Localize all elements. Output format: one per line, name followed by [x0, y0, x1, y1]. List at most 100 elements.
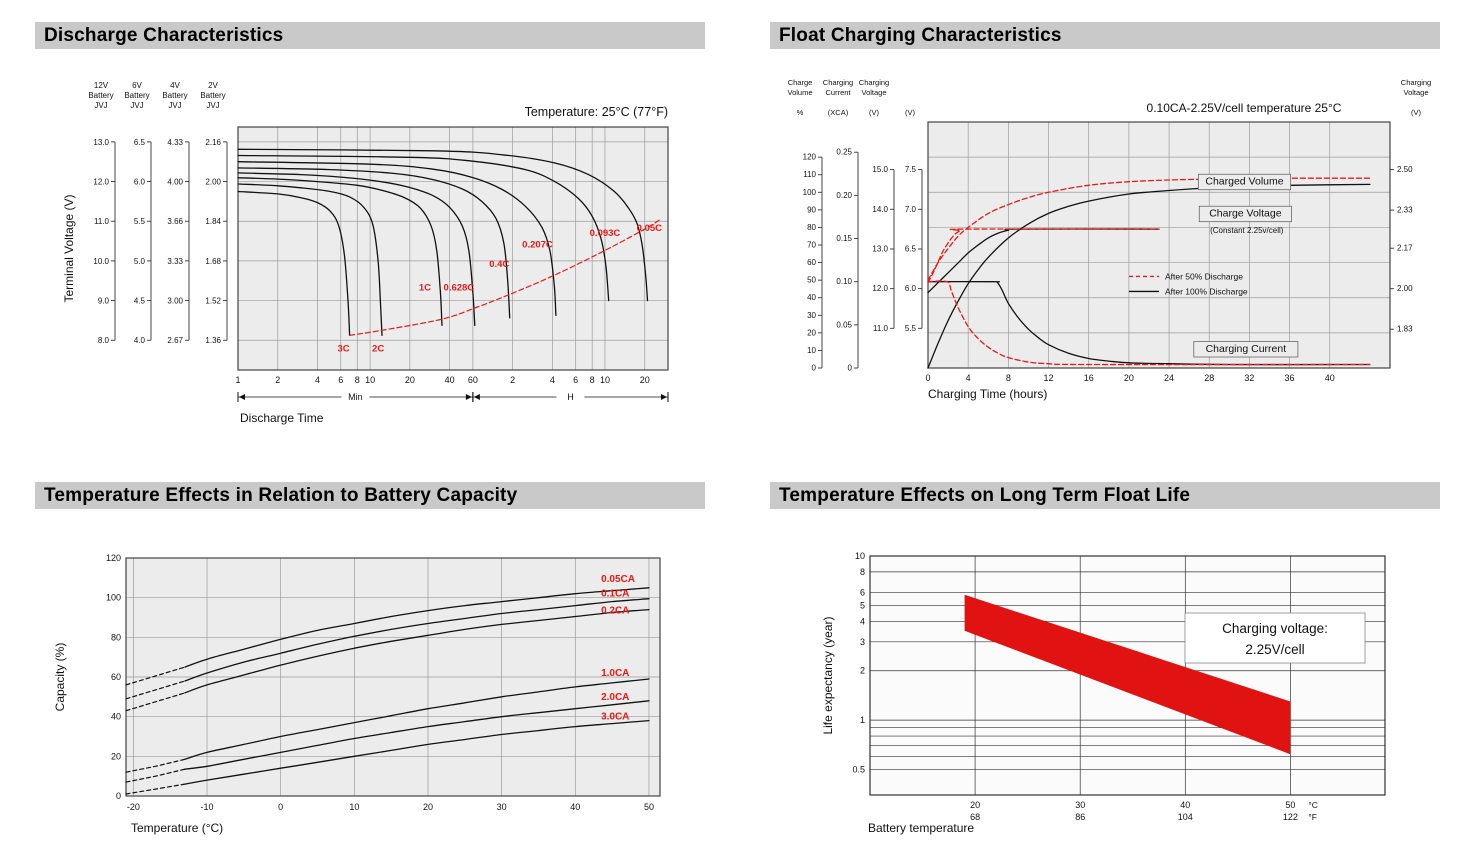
svg-text:After 100% Discharge: After 100% Discharge: [1165, 286, 1248, 296]
svg-text:0: 0: [925, 373, 930, 383]
svg-text:13.0: 13.0: [93, 138, 109, 147]
svg-text:8: 8: [1006, 373, 1011, 383]
svg-text:60: 60: [468, 375, 478, 385]
svg-text:Charge: Charge: [788, 78, 813, 87]
svg-text:3.33: 3.33: [167, 257, 183, 266]
svg-text:H: H: [567, 392, 574, 402]
svg-text:11.0: 11.0: [873, 324, 889, 333]
svg-text:20: 20: [970, 800, 980, 810]
svg-text:0.10: 0.10: [836, 277, 852, 286]
svg-text:12.0: 12.0: [872, 284, 888, 293]
svg-text:10: 10: [855, 551, 865, 561]
svg-text:20: 20: [807, 328, 816, 337]
svg-text:°F: °F: [1308, 812, 1317, 822]
svg-text:20: 20: [640, 375, 650, 385]
svg-text:4: 4: [315, 375, 320, 385]
svg-text:40: 40: [445, 375, 455, 385]
svg-text:80: 80: [111, 632, 121, 642]
svg-text:50: 50: [644, 802, 654, 812]
svg-text:10: 10: [349, 802, 359, 812]
svg-text:30: 30: [497, 802, 507, 812]
svg-text:10: 10: [365, 375, 375, 385]
svg-text:Voltage: Voltage: [861, 88, 886, 97]
svg-text:4.00: 4.00: [167, 178, 183, 187]
svg-text:1.84: 1.84: [205, 217, 221, 226]
svg-text:10: 10: [600, 375, 610, 385]
svg-text:50: 50: [807, 276, 816, 285]
svg-text:15.0: 15.0: [872, 165, 888, 174]
svg-text:14.0: 14.0: [872, 205, 888, 214]
svg-text:90: 90: [807, 205, 816, 214]
svg-text:JVJ: JVJ: [130, 101, 143, 110]
svg-text:8.0: 8.0: [98, 336, 110, 345]
svg-text:0.25: 0.25: [836, 148, 852, 157]
svg-text:5: 5: [860, 600, 865, 610]
svg-text:104: 104: [1178, 812, 1193, 822]
svg-text:86: 86: [1075, 812, 1085, 822]
svg-text:0.05CA: 0.05CA: [601, 574, 635, 585]
svg-text:0.4C: 0.4C: [489, 259, 509, 270]
svg-text:60: 60: [807, 258, 816, 267]
svg-text:0: 0: [812, 364, 817, 373]
svg-text:1: 1: [235, 375, 240, 385]
svg-text:4.5: 4.5: [134, 297, 146, 306]
svg-text:12: 12: [1044, 373, 1054, 383]
svg-text:20: 20: [423, 802, 433, 812]
svg-text:JVJ: JVJ: [94, 101, 107, 110]
svg-text:Battery: Battery: [162, 91, 187, 100]
svg-text:Charging Current: Charging Current: [1206, 343, 1287, 355]
svg-text:40: 40: [570, 802, 580, 812]
panel-float-charging-characteristics: Float Charging Characteristics 0 4 8 12 16 20…: [770, 22, 1440, 460]
svg-text:Charge Voltage: Charge Voltage: [1209, 208, 1282, 220]
svg-text:20: 20: [1124, 373, 1134, 383]
svg-text:(V): (V): [1411, 108, 1422, 117]
panel-temperature-capacity: Temperature Effects in Relation to Batte…: [35, 482, 705, 850]
svg-text:1.52: 1.52: [205, 297, 221, 306]
svg-text:2V: 2V: [208, 81, 218, 90]
svg-text:10: 10: [807, 346, 816, 355]
svg-text:2: 2: [860, 666, 865, 676]
svg-text:6: 6: [860, 587, 865, 597]
svg-text:%: %: [797, 108, 804, 117]
svg-text:40: 40: [111, 712, 121, 722]
svg-text:12.0: 12.0: [93, 178, 109, 187]
svg-text:2.33: 2.33: [1397, 206, 1413, 215]
svg-text:50: 50: [1285, 800, 1295, 810]
svg-text:1.83: 1.83: [1397, 325, 1413, 334]
svg-text:2.00: 2.00: [205, 178, 221, 187]
svg-text:5.0: 5.0: [134, 257, 146, 266]
svg-text:4: 4: [550, 375, 555, 385]
svg-text:40: 40: [1180, 800, 1190, 810]
svg-text:3: 3: [860, 637, 865, 647]
svg-text:122: 122: [1283, 812, 1298, 822]
svg-text:20: 20: [405, 375, 415, 385]
svg-text:-20: -20: [127, 802, 140, 812]
svg-text:°C: °C: [1308, 800, 1318, 810]
svg-text:3.00: 3.00: [167, 297, 183, 306]
svg-text:2.67: 2.67: [167, 336, 183, 345]
svg-text:Charged Volume: Charged Volume: [1205, 176, 1283, 188]
svg-text:8: 8: [860, 567, 865, 577]
svg-text:Battery: Battery: [124, 91, 149, 100]
svg-text:100: 100: [803, 188, 817, 197]
svg-text:Temperature: 25°C (77°F): Temperature: 25°C (77°F): [525, 105, 668, 119]
svg-text:5.5: 5.5: [134, 217, 146, 226]
svg-text:9.0: 9.0: [98, 297, 110, 306]
svg-text:Charging: Charging: [1401, 78, 1431, 87]
svg-text:32: 32: [1244, 373, 1254, 383]
svg-text:12V: 12V: [94, 81, 109, 90]
svg-text:8: 8: [590, 375, 595, 385]
svg-text:(XCA): (XCA): [828, 108, 849, 117]
svg-text:6: 6: [573, 375, 578, 385]
svg-text:0: 0: [278, 802, 283, 812]
svg-text:Battery: Battery: [88, 91, 113, 100]
svg-text:Charging: Charging: [823, 78, 853, 87]
svg-text:80: 80: [807, 223, 816, 232]
svg-text:0.2CA: 0.2CA: [601, 606, 629, 617]
svg-text:After 50% Discharge: After 50% Discharge: [1165, 271, 1243, 281]
svg-text:30: 30: [1075, 800, 1085, 810]
svg-text:0.15: 0.15: [836, 234, 852, 243]
svg-text:1C: 1C: [419, 283, 431, 294]
svg-text:120: 120: [106, 553, 121, 563]
float-charging-characteristics-title: Float Charging Characteristics: [770, 22, 1440, 49]
